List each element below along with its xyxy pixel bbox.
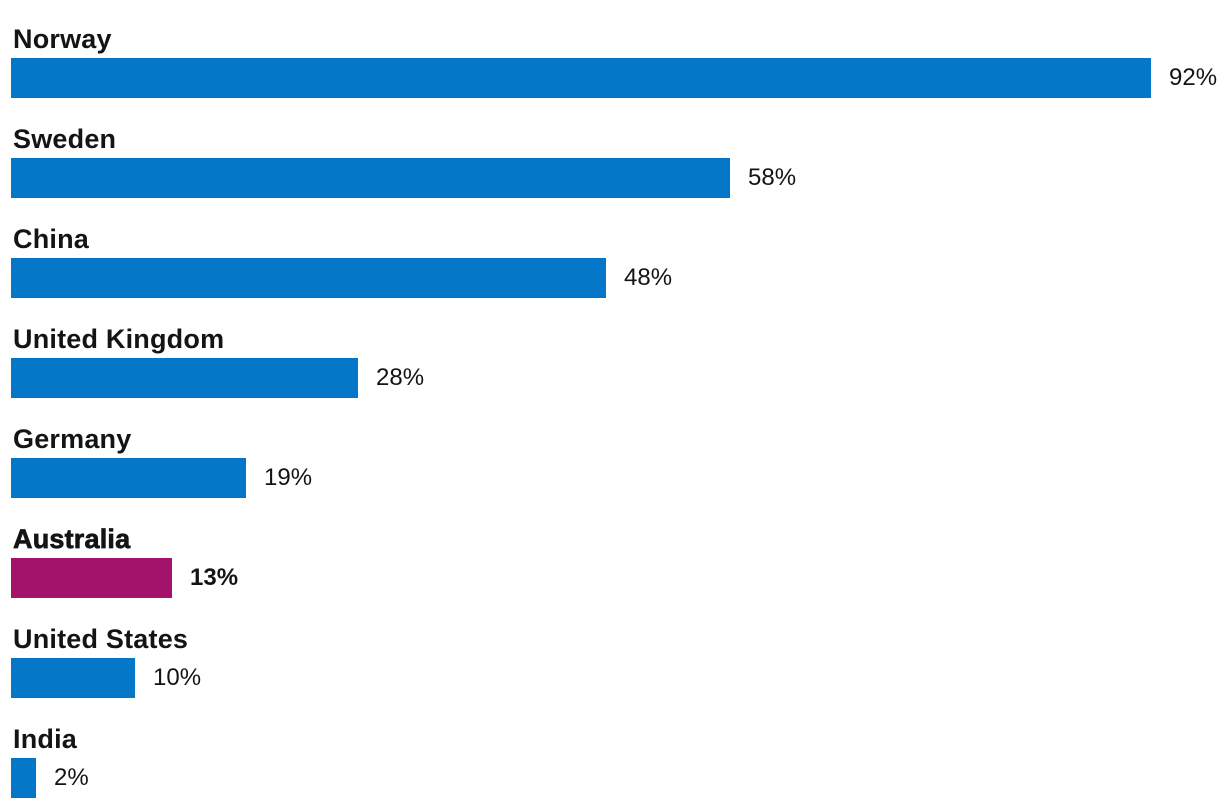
value-label: 13% [190,564,239,591]
bar-line: 28% [11,358,1220,398]
bar-line: 10% [11,658,1220,698]
bar-line: 13% [11,558,1220,598]
bar [11,658,135,698]
category-label: Germany [13,423,132,454]
value-label: 19% [264,464,313,491]
bar [11,158,730,198]
bar-row: Australia 13% [11,520,1220,620]
bar-line: 2% [11,758,1220,798]
bar-line: 48% [11,258,1220,298]
category-label: United Kingdom [13,323,225,354]
bar [11,558,172,598]
value-label: 10% [153,664,202,691]
bar-row: India 2% [11,720,1220,808]
bar-row: Norway 92% [11,20,1220,120]
value-label: 58% [748,164,797,191]
bar-row: Sweden 58% [11,120,1220,220]
bar-row: Germany 19% [11,420,1220,520]
bar-row: United States 10% [11,620,1220,720]
bar [11,58,1151,98]
bar [11,358,358,398]
bar [11,258,606,298]
category-label: Australia [13,523,131,554]
bar-line: 19% [11,458,1220,498]
bar-line: 92% [11,58,1220,98]
bar-row: China 48% [11,220,1220,320]
value-label: 48% [624,264,673,291]
bar [11,758,36,798]
value-label: 2% [54,764,89,791]
bar-row: United Kingdom 28% [11,320,1220,420]
category-label: Norway [13,23,112,54]
category-label: India [13,723,78,754]
category-label: Sweden [13,123,117,154]
bar [11,458,246,498]
value-label: 92% [1169,64,1218,91]
category-label: United States [13,623,189,654]
bar-line: 58% [11,158,1220,198]
value-label: 28% [376,364,425,391]
category-label: China [13,223,90,254]
